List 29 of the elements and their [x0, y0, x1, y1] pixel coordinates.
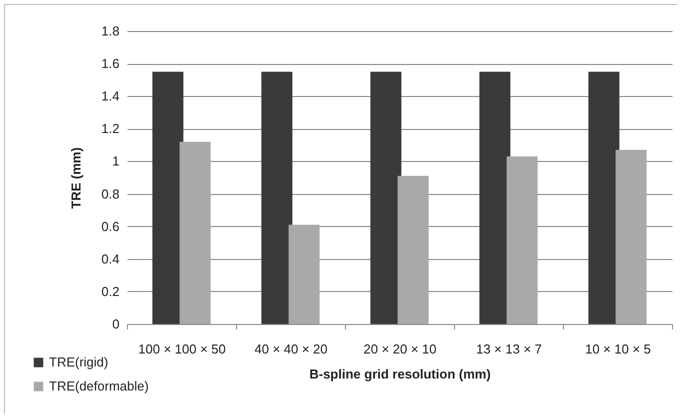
x-tick-label: 10 × 10 × 5 [585, 342, 651, 356]
x-tick-label: 40 × 40 × 20 [254, 342, 328, 356]
y-axis-title: TRE (mm) [68, 147, 84, 209]
y-tick-label: 0.8 [101, 186, 120, 202]
bar [616, 150, 647, 324]
x-tick-label: 20 × 20 × 10 [363, 342, 437, 356]
bar [180, 142, 211, 324]
x-tick-label: 100 × 100 × 50 [138, 342, 226, 356]
x-tick-label: 13 × 13 × 7 [476, 342, 542, 356]
y-tick-label: 0.2 [101, 284, 120, 299]
bar [152, 72, 184, 324]
legend-label: TRE(deformable) [49, 378, 149, 394]
bar [370, 72, 402, 324]
bar [506, 156, 538, 324]
bar [398, 176, 429, 324]
y-tick-label: 0.6 [101, 218, 120, 234]
bar [479, 72, 510, 324]
y-tick-label: 0 [112, 316, 120, 332]
bar [588, 72, 620, 324]
y-tick-label: 1.2 [101, 121, 120, 136]
y-tick-label: 1 [112, 154, 120, 169]
y-tick-label: 0.4 [101, 251, 120, 266]
bar [288, 224, 320, 324]
y-tick-label: 1.8 [101, 24, 120, 38]
bar [261, 72, 292, 324]
y-tick-label: 1.4 [101, 88, 120, 104]
legend-label: TRE(rigid) [49, 354, 108, 370]
y-tick-label: 1.6 [101, 56, 120, 72]
x-axis-title: B-spline grid resolution (mm) [309, 366, 491, 382]
